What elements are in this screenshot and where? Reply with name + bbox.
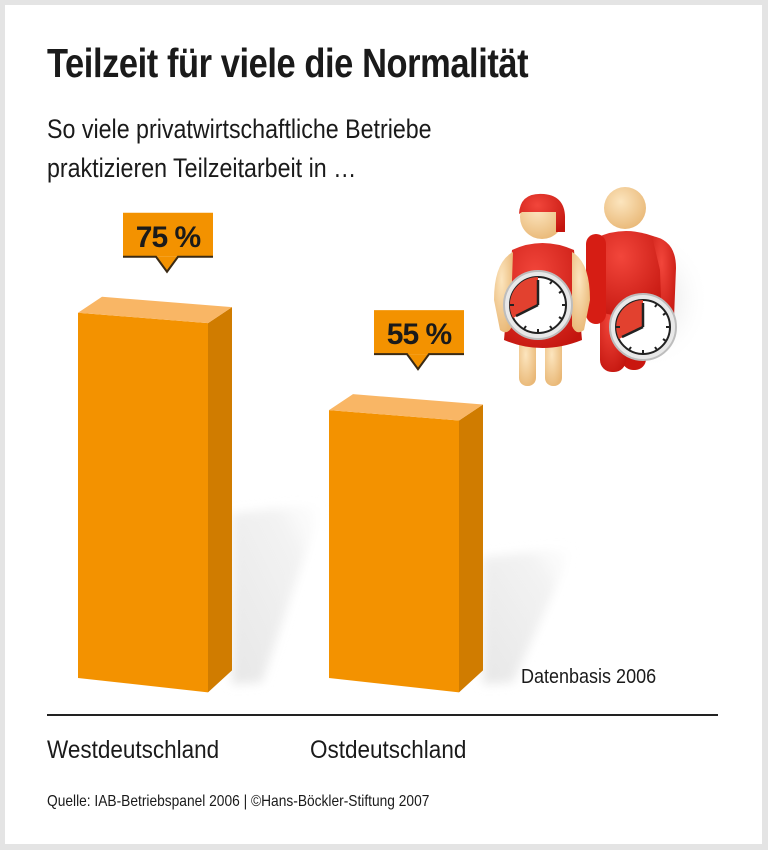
clock-icon-male [609, 293, 677, 361]
chart-subtitle-line-2: praktizieren Teilzeitarbeit in … [47, 153, 357, 183]
figures-illustration [494, 187, 710, 386]
category-label-westdeutschland: Westdeutschland [47, 736, 220, 764]
bar-shadow-2 [483, 547, 573, 685]
callout-box [123, 212, 213, 257]
bar-front-face [329, 410, 459, 693]
bar-top-face [329, 394, 483, 421]
callout-outline [123, 255, 213, 274]
bar-shadows [232, 503, 573, 685]
bar-side-face [208, 307, 232, 693]
bar-side-face [459, 404, 483, 693]
category-label-ostdeutschland: Ostdeutschland [310, 736, 467, 764]
value-callout-1: 75 % [123, 212, 213, 274]
data-basis-note: Datenbasis 2006 [521, 666, 657, 688]
bar-ostdeutschland [329, 394, 483, 693]
callout-box [374, 310, 464, 355]
bar-top-face [78, 296, 232, 324]
bars-group [78, 296, 483, 693]
bar-westdeutschland [78, 296, 232, 693]
value-label-2: 55 % [387, 318, 452, 351]
value-callouts: 75 % 55 % [123, 212, 464, 371]
value-callout-2: 55 % [374, 310, 464, 371]
clock-icon-female [503, 270, 573, 340]
callout-pointer [408, 354, 428, 370]
bar-shadow-1 [232, 503, 322, 685]
bar-front-face [78, 312, 208, 693]
callout-outline [374, 353, 464, 371]
chart-subtitle-line-1: So viele privatwirtschaftliche Betriebe [47, 114, 432, 144]
source-credit: Quelle: IAB-Betriebspanel 2006 | ©Hans-B… [47, 793, 430, 810]
callout-pointer [157, 256, 177, 272]
chart-title: Teilzeit für viele die Normalität [47, 40, 529, 86]
value-label-1: 75 % [136, 221, 201, 254]
